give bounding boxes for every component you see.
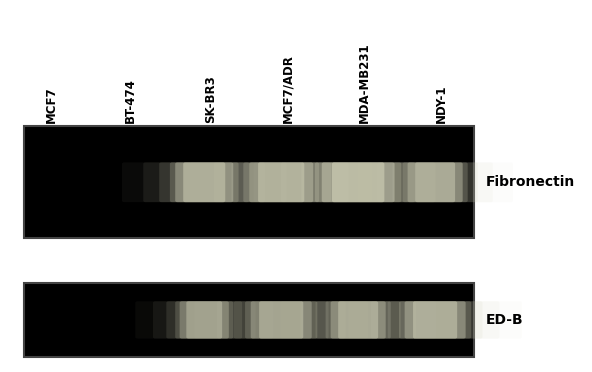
- FancyBboxPatch shape: [399, 301, 471, 339]
- Text: ED-B: ED-B: [485, 313, 523, 327]
- FancyBboxPatch shape: [217, 301, 346, 339]
- Text: MCF7: MCF7: [44, 86, 57, 123]
- FancyBboxPatch shape: [407, 162, 463, 202]
- FancyBboxPatch shape: [159, 162, 249, 202]
- FancyBboxPatch shape: [251, 301, 311, 339]
- FancyBboxPatch shape: [180, 301, 229, 339]
- FancyBboxPatch shape: [258, 162, 304, 202]
- FancyBboxPatch shape: [316, 301, 401, 339]
- FancyBboxPatch shape: [234, 301, 329, 339]
- FancyBboxPatch shape: [190, 162, 372, 202]
- Text: MDA-MB231: MDA-MB231: [358, 42, 371, 123]
- FancyBboxPatch shape: [348, 301, 522, 339]
- Text: BT-474: BT-474: [124, 78, 137, 123]
- FancyBboxPatch shape: [315, 162, 401, 202]
- FancyBboxPatch shape: [332, 162, 384, 202]
- FancyBboxPatch shape: [405, 301, 466, 339]
- FancyBboxPatch shape: [259, 301, 303, 339]
- FancyBboxPatch shape: [245, 301, 317, 339]
- Text: SK-BR3: SK-BR3: [204, 75, 217, 123]
- FancyBboxPatch shape: [281, 162, 436, 202]
- FancyBboxPatch shape: [388, 301, 482, 339]
- FancyBboxPatch shape: [166, 301, 242, 339]
- FancyBboxPatch shape: [231, 162, 331, 202]
- FancyBboxPatch shape: [253, 162, 463, 202]
- Bar: [24, 283, 474, 357]
- FancyBboxPatch shape: [301, 162, 415, 202]
- FancyBboxPatch shape: [330, 301, 386, 339]
- FancyBboxPatch shape: [322, 162, 394, 202]
- FancyBboxPatch shape: [186, 301, 222, 339]
- FancyBboxPatch shape: [122, 162, 287, 202]
- Text: Fibronectin: Fibronectin: [485, 175, 575, 189]
- FancyBboxPatch shape: [378, 162, 493, 202]
- Text: NDY-1: NDY-1: [435, 84, 448, 123]
- Bar: [24, 126, 474, 238]
- FancyBboxPatch shape: [403, 162, 468, 202]
- FancyBboxPatch shape: [371, 301, 500, 339]
- FancyBboxPatch shape: [214, 162, 349, 202]
- FancyBboxPatch shape: [249, 162, 313, 202]
- FancyBboxPatch shape: [175, 301, 233, 339]
- FancyBboxPatch shape: [415, 162, 455, 202]
- FancyBboxPatch shape: [413, 301, 457, 339]
- FancyBboxPatch shape: [338, 301, 378, 339]
- FancyBboxPatch shape: [175, 162, 233, 202]
- Text: MCF7/ADR: MCF7/ADR: [281, 54, 294, 123]
- FancyBboxPatch shape: [143, 162, 265, 202]
- FancyBboxPatch shape: [326, 301, 391, 339]
- FancyBboxPatch shape: [170, 162, 239, 202]
- FancyBboxPatch shape: [243, 162, 319, 202]
- FancyBboxPatch shape: [184, 162, 225, 202]
- FancyBboxPatch shape: [392, 162, 478, 202]
- FancyBboxPatch shape: [153, 301, 256, 339]
- FancyBboxPatch shape: [301, 301, 416, 339]
